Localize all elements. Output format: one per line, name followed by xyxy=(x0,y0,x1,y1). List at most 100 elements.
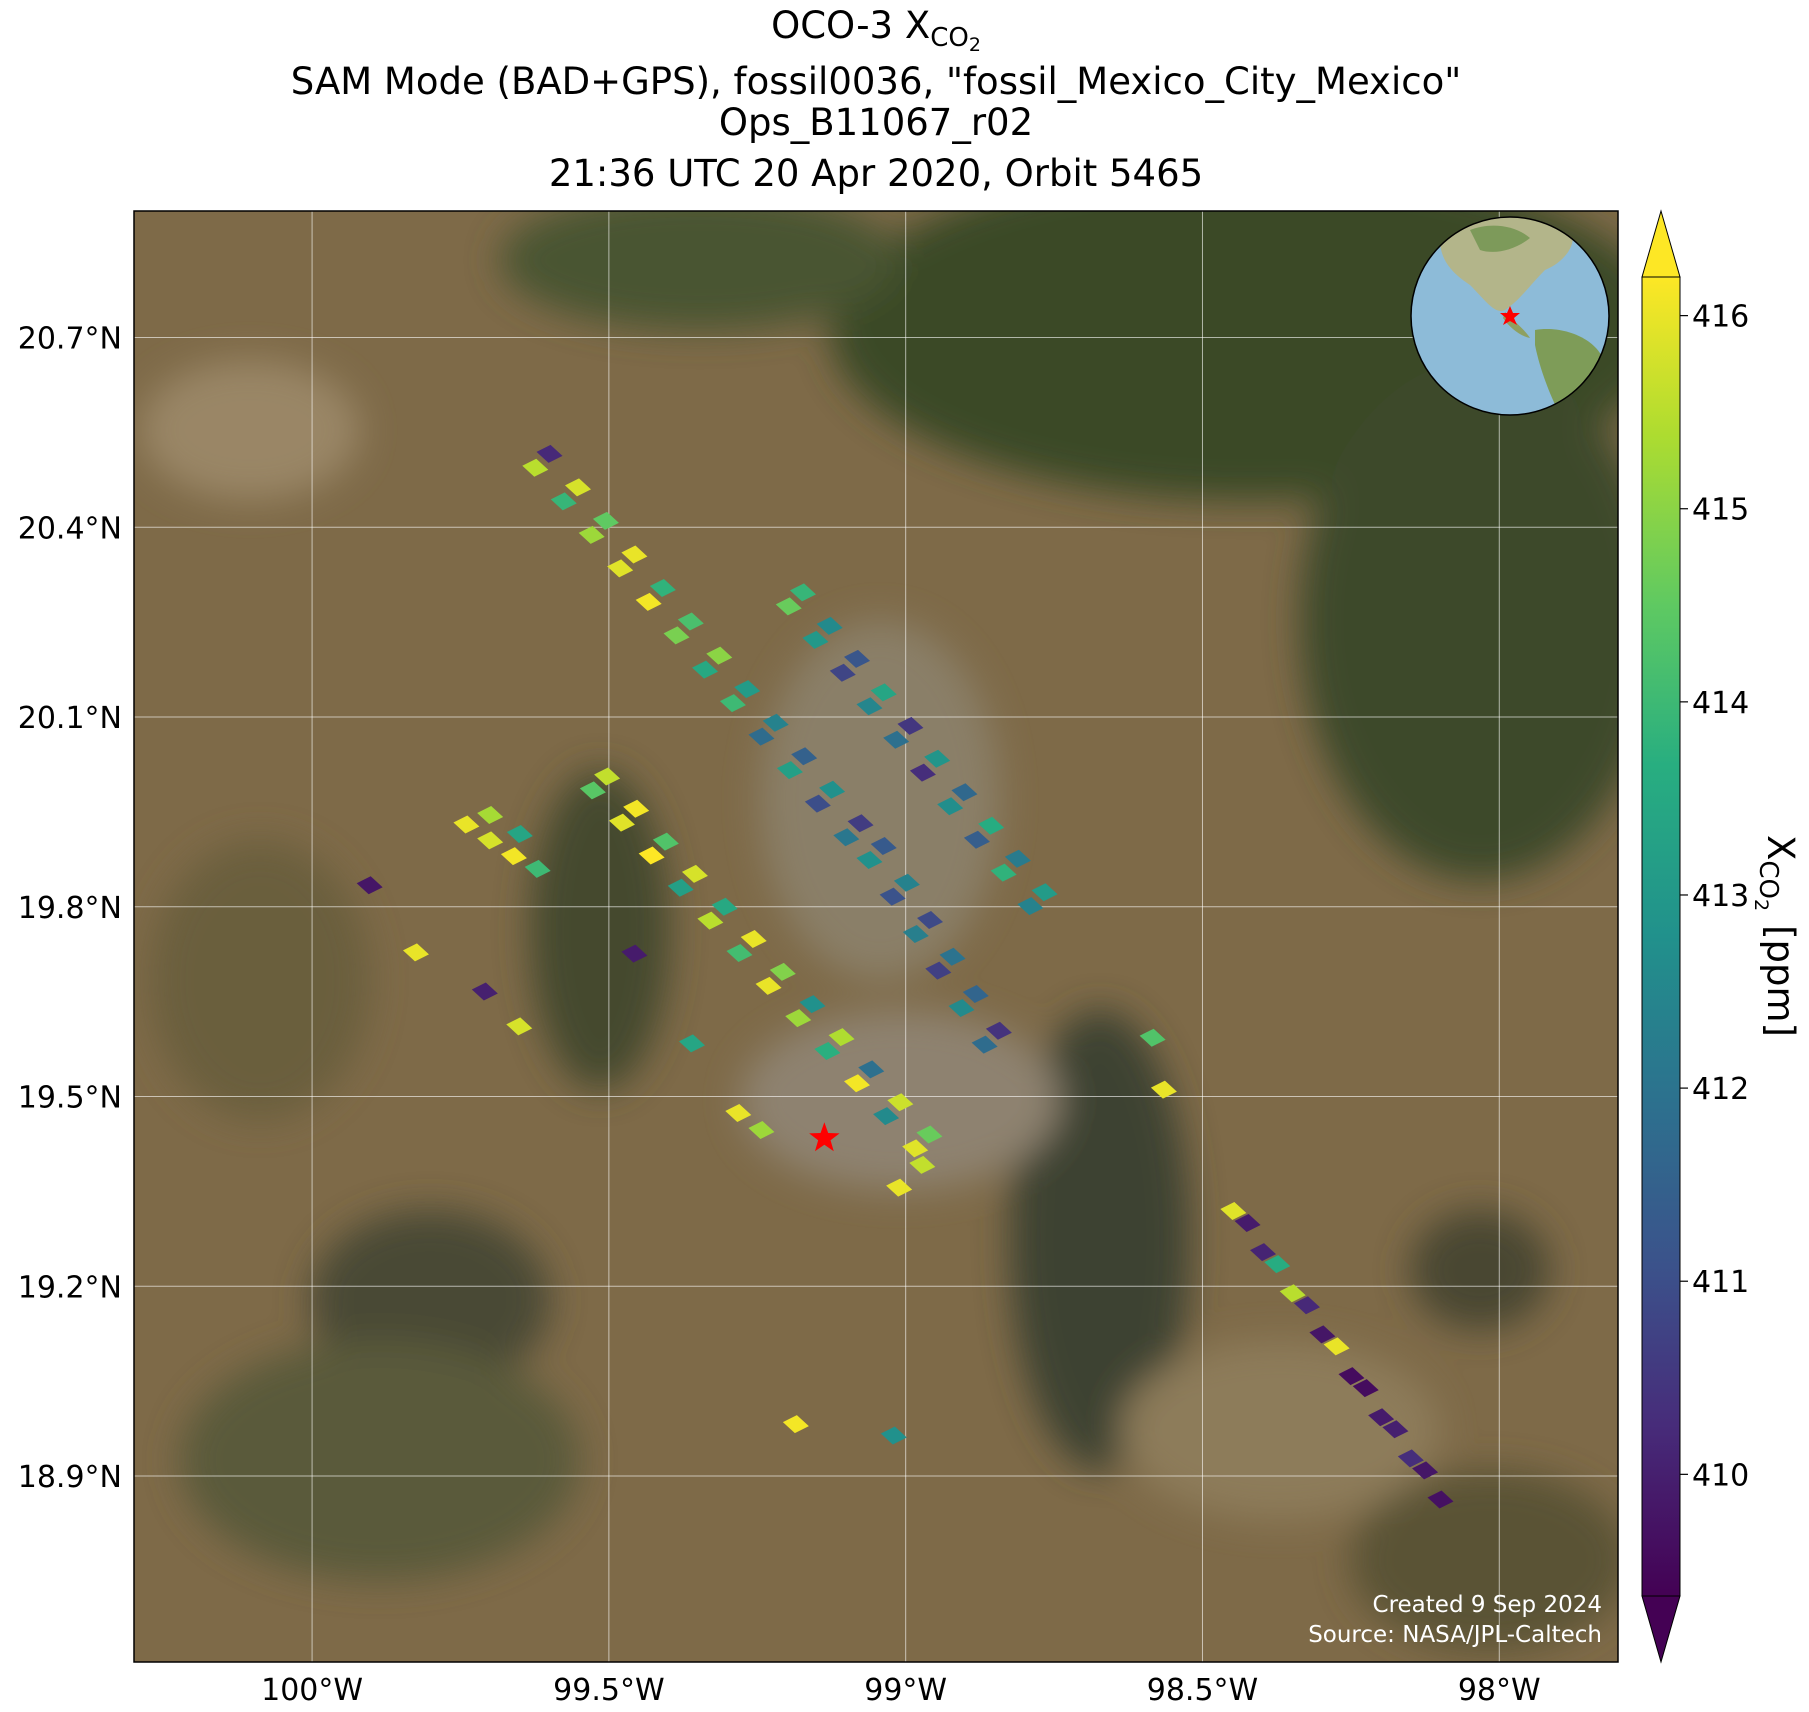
globe-inset xyxy=(1410,216,1610,416)
sounding xyxy=(893,873,920,892)
sounding xyxy=(678,1034,705,1053)
sounding xyxy=(734,680,761,699)
x-tick-label: 99.5°W xyxy=(553,1673,664,1708)
colorbar-label-unit: [ppm] xyxy=(1759,925,1802,1037)
sounding xyxy=(917,911,944,930)
sounding xyxy=(1031,883,1058,902)
map: Created 9 Sep 2024 Source: NASA/JPL-Calt… xyxy=(134,211,1618,1662)
globe-target xyxy=(1500,306,1520,325)
sounding xyxy=(706,646,733,665)
colorbar: 410 411 412 413 414 415 416 xyxy=(1641,209,1749,1664)
sounding xyxy=(1382,1420,1409,1439)
sounding xyxy=(829,663,856,682)
globe-outline xyxy=(1410,216,1610,416)
sounding xyxy=(873,1107,900,1126)
sounding xyxy=(978,816,1005,835)
sounding xyxy=(506,1017,533,1036)
sounding xyxy=(1250,1243,1277,1262)
sounding xyxy=(939,947,966,966)
y-tick-label: 19.2°N xyxy=(18,1270,122,1305)
sounding xyxy=(782,1415,809,1434)
y-tick-label: 20.1°N xyxy=(18,701,122,736)
sounding xyxy=(524,859,551,878)
sounding xyxy=(937,797,964,816)
colorbar-scale xyxy=(1641,276,1681,1597)
sounding xyxy=(886,1178,913,1197)
sounding xyxy=(402,943,429,962)
sounding xyxy=(500,847,527,866)
sounding xyxy=(775,597,802,616)
y-tick-label: 20.7°N xyxy=(18,322,122,357)
sounding xyxy=(579,781,606,800)
sounding xyxy=(697,911,724,930)
x-tick-label: 98°W xyxy=(1458,1673,1541,1708)
sounding xyxy=(924,749,951,768)
title-subsub: 2 xyxy=(969,34,981,56)
sounding xyxy=(681,864,708,883)
sounding xyxy=(776,761,803,780)
sounding xyxy=(909,763,936,782)
sounding xyxy=(550,492,577,511)
sounding xyxy=(951,783,978,802)
title-text: OCO-3 X xyxy=(771,4,930,47)
sounding xyxy=(856,697,883,716)
sounding xyxy=(962,985,989,1004)
sounding xyxy=(1004,849,1031,868)
sounding xyxy=(833,828,860,847)
sounding xyxy=(623,799,650,818)
sounding xyxy=(847,814,874,833)
sounding xyxy=(844,1074,871,1093)
grid xyxy=(134,211,1618,1662)
sounding xyxy=(1368,1408,1395,1427)
sounding xyxy=(477,806,504,825)
subtitle: SAM Mode (BAD+GPS), fossil0036, "fossil_… xyxy=(291,60,1461,103)
sounding xyxy=(902,924,929,943)
x-tick-label: 99°W xyxy=(864,1673,947,1708)
sounding xyxy=(506,825,533,844)
colorbar-tick-label: 416 xyxy=(1692,300,1749,335)
colorbar-label: XCO2 [ppm] xyxy=(1750,835,1802,1037)
sounding xyxy=(1427,1490,1454,1509)
chart-title: OCO-3 XCO2 xyxy=(771,4,981,56)
annotation: Source: NASA/JPL-Caltech xyxy=(1308,1622,1602,1648)
title-sub: CO xyxy=(930,23,969,53)
sounding xyxy=(902,1139,929,1158)
sounding xyxy=(1139,1028,1166,1047)
sounding xyxy=(536,444,563,463)
sounding xyxy=(1264,1255,1291,1274)
sounding xyxy=(909,1155,936,1174)
sounding xyxy=(880,1426,907,1445)
sounding xyxy=(663,626,690,645)
sounding xyxy=(1293,1296,1320,1315)
sounding xyxy=(719,694,746,713)
sounding xyxy=(677,612,704,631)
sounding xyxy=(621,545,648,564)
y-tick-label: 18.9°N xyxy=(18,1460,122,1495)
sounding xyxy=(638,846,665,865)
sounding xyxy=(985,1021,1012,1040)
sounding xyxy=(1150,1080,1177,1099)
sounding xyxy=(816,616,843,635)
sounding xyxy=(858,1060,885,1079)
soundings xyxy=(356,444,1454,1509)
sounding xyxy=(748,1121,775,1140)
sounding xyxy=(916,1125,943,1144)
colorbar-label-subsub: 2 xyxy=(1750,899,1772,911)
sounding xyxy=(755,976,782,995)
x-tick-label: 98.5°W xyxy=(1147,1673,1258,1708)
sounding xyxy=(785,1009,812,1028)
globe-land xyxy=(1440,217,1605,415)
sounding xyxy=(471,982,498,1001)
colorbar-label-sub: CO xyxy=(1753,860,1783,899)
sounding xyxy=(592,511,619,530)
sounding xyxy=(1220,1202,1247,1221)
y-tick-label: 19.8°N xyxy=(18,891,122,926)
sounding xyxy=(844,649,871,668)
sounding xyxy=(762,713,789,732)
sounding xyxy=(477,831,504,850)
colorbar-tick-label: 415 xyxy=(1692,493,1749,528)
sounding xyxy=(726,943,753,962)
sounding xyxy=(453,815,480,834)
sounding xyxy=(608,813,635,832)
